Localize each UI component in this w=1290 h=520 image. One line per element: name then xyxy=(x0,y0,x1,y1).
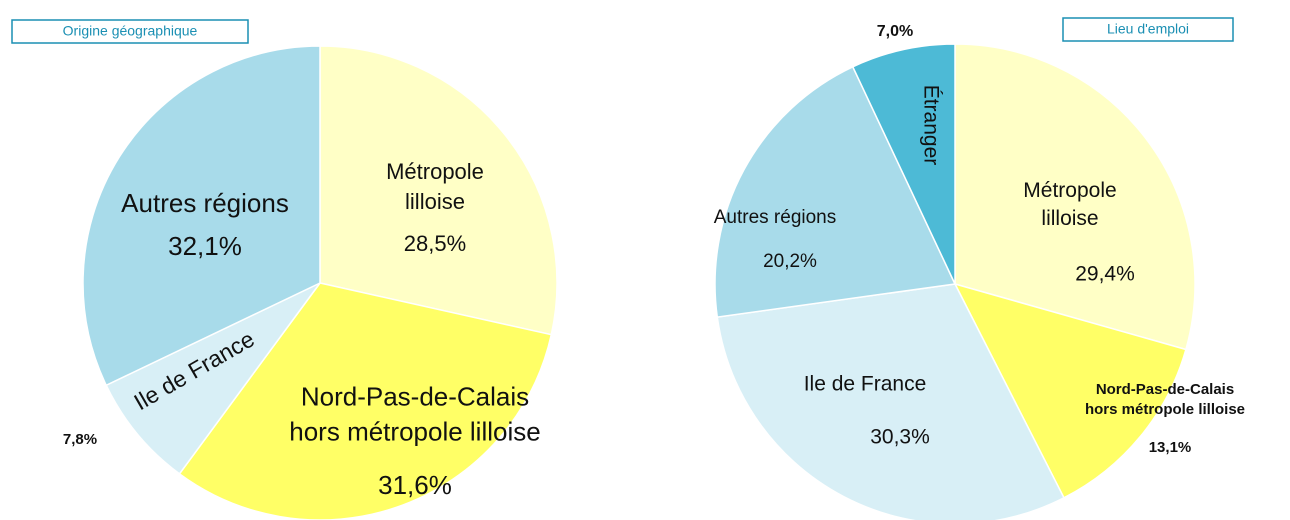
title-box xyxy=(11,19,249,44)
slice-label: Métropole lilloise xyxy=(386,159,484,214)
slice-label: Nord-Pas-de-Calais hors métropole lillois… xyxy=(1085,381,1245,418)
pie-slice xyxy=(851,43,956,285)
title-box xyxy=(1062,17,1234,42)
value-label: 31,6% xyxy=(378,470,452,500)
pie-slice xyxy=(319,45,558,336)
value-label: 29,4% xyxy=(1075,263,1135,286)
pie-slice xyxy=(82,45,321,387)
chart-title: Origine géographique xyxy=(63,23,198,39)
value-label: 28,5% xyxy=(404,231,466,256)
value-label: 13,1% xyxy=(1149,439,1192,456)
pie-slice xyxy=(954,43,1196,351)
value-label: 20,2% xyxy=(763,251,817,272)
slice-label: Métropole lilloise xyxy=(1023,178,1116,229)
value-label: 32,1% xyxy=(168,231,242,261)
slice-label: Nord-Pas-de-Calais hors métropole lillois… xyxy=(289,381,540,446)
pie-slice xyxy=(105,282,321,475)
value-label: 7,8% xyxy=(63,431,97,448)
chart-title: Lieu d'emploi xyxy=(1107,21,1189,37)
pies xyxy=(82,43,1196,520)
slice-label: Étranger xyxy=(919,85,942,166)
slice-label: Autres régions xyxy=(121,188,289,218)
value-label: 7,0% xyxy=(877,23,913,40)
pie-slice xyxy=(953,282,1187,499)
pie-slice xyxy=(714,65,957,318)
value-label: 30,3% xyxy=(870,426,930,449)
pie-slice xyxy=(178,282,553,520)
pie-slice xyxy=(716,283,1065,520)
slice-label: Ile de France xyxy=(804,373,927,396)
slice-label: Autres régions xyxy=(714,207,837,228)
